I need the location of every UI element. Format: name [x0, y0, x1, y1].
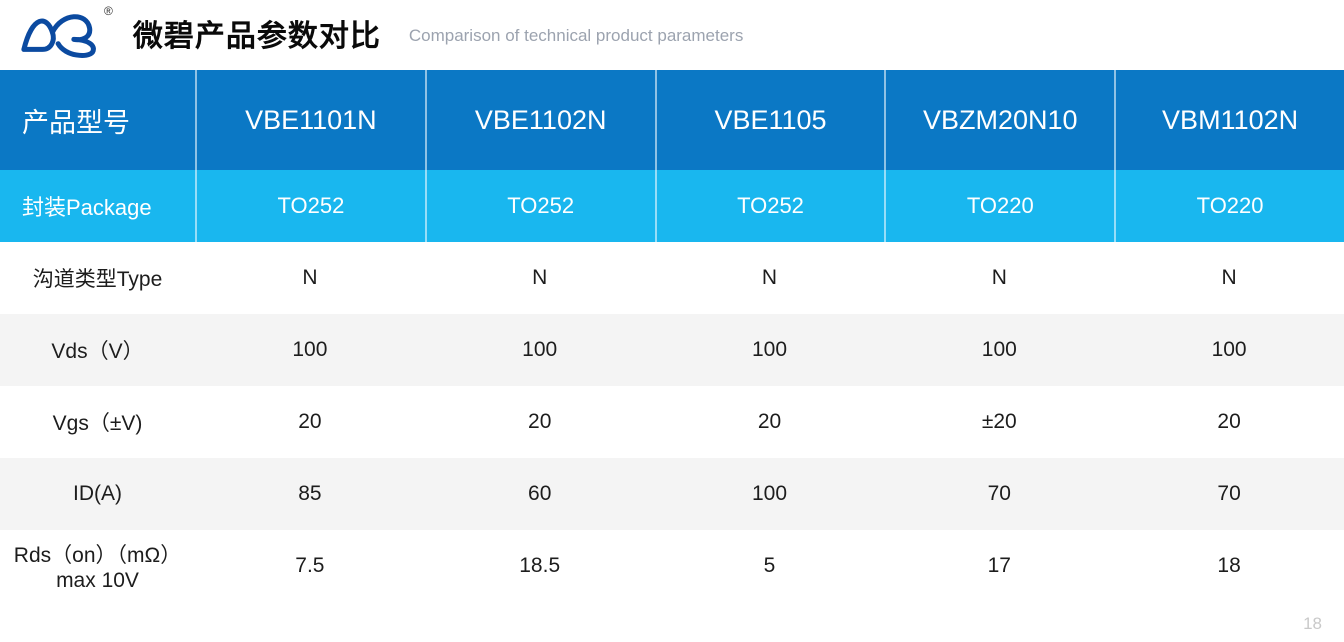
- row-label: 沟道类型Type: [0, 242, 195, 314]
- data-cell: 5: [655, 530, 885, 602]
- data-cell: 100: [884, 314, 1114, 386]
- table-row: Rds（on）（mΩ）max 10V 7.5 18.5 5 17 18: [0, 530, 1344, 602]
- package-label: 封装Package: [0, 170, 195, 242]
- data-cell: 17: [884, 530, 1114, 602]
- product-header: VBZM20N10: [884, 70, 1114, 170]
- row-label: ID(A): [0, 458, 195, 530]
- package-cell: TO220: [884, 170, 1114, 242]
- table-row: Vgs（±V) 20 20 20 ±20 20: [0, 386, 1344, 458]
- package-cell: TO252: [655, 170, 885, 242]
- row-label: Vds（V）: [0, 314, 195, 386]
- header-label: 产品型号: [0, 70, 195, 170]
- data-cell: 60: [425, 458, 655, 530]
- page-number: 18: [1303, 614, 1322, 634]
- data-cell: 18.5: [425, 530, 655, 602]
- data-cell: N: [884, 242, 1114, 314]
- data-cell: N: [1114, 242, 1344, 314]
- package-cell: TO252: [425, 170, 655, 242]
- product-header: VBM1102N: [1114, 70, 1344, 170]
- data-cell: 100: [1114, 314, 1344, 386]
- data-cell: 100: [425, 314, 655, 386]
- data-cell: ±20: [884, 386, 1114, 458]
- product-header: VBE1105: [655, 70, 885, 170]
- registered-mark: ®: [104, 4, 113, 18]
- data-cell: 100: [655, 314, 885, 386]
- row-label: Rds（on）（mΩ）max 10V: [0, 530, 195, 602]
- data-cell: 100: [195, 314, 425, 386]
- data-cell: 20: [425, 386, 655, 458]
- product-header: VBE1102N: [425, 70, 655, 170]
- data-cell: N: [425, 242, 655, 314]
- data-cell: 70: [884, 458, 1114, 530]
- data-cell: N: [655, 242, 885, 314]
- table-header-row: 产品型号 VBE1101N VBE1102N VBE1105 VBZM20N10…: [0, 70, 1344, 170]
- title-english: Comparison of technical product paramete…: [409, 20, 744, 46]
- package-cell: TO252: [195, 170, 425, 242]
- table-row: ID(A) 85 60 100 70 70: [0, 458, 1344, 530]
- comparison-table: 产品型号 VBE1101N VBE1102N VBE1105 VBZM20N10…: [0, 70, 1344, 602]
- data-cell: 100: [655, 458, 885, 530]
- data-cell: 7.5: [195, 530, 425, 602]
- data-cell: 20: [655, 386, 885, 458]
- brand-logo-icon: [16, 8, 106, 58]
- package-row: 封装Package TO252 TO252 TO252 TO220 TO220: [0, 170, 1344, 242]
- data-cell: 85: [195, 458, 425, 530]
- data-cell: 20: [195, 386, 425, 458]
- header: ® 微碧产品参数对比 Comparison of technical produ…: [0, 0, 1344, 70]
- data-cell: 20: [1114, 386, 1344, 458]
- product-header: VBE1101N: [195, 70, 425, 170]
- title-chinese: 微碧产品参数对比: [133, 11, 381, 55]
- data-cell: N: [195, 242, 425, 314]
- package-cell: TO220: [1114, 170, 1344, 242]
- data-cell: 18: [1114, 530, 1344, 602]
- table-row: 沟道类型Type N N N N N: [0, 242, 1344, 314]
- data-cell: 70: [1114, 458, 1344, 530]
- logo-wrap: ®: [16, 8, 115, 58]
- table-row: Vds（V） 100 100 100 100 100: [0, 314, 1344, 386]
- row-label: Vgs（±V): [0, 386, 195, 458]
